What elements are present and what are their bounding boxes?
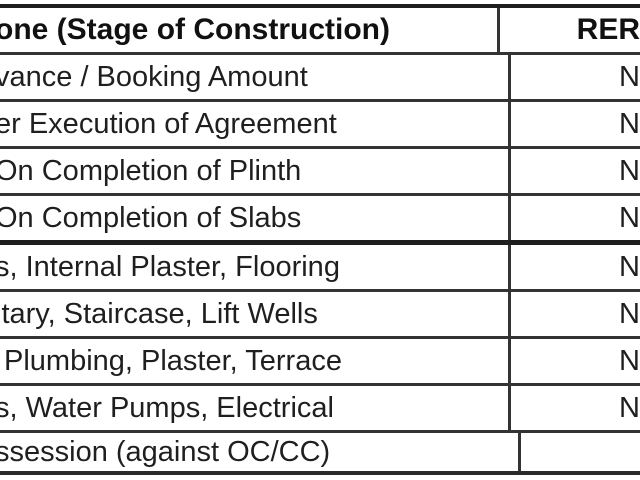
table-row: s, Internal Plaster, Flooring N bbox=[0, 245, 640, 292]
rera-cell: N bbox=[619, 250, 640, 283]
stage-cell: vance / Booking Amount bbox=[0, 55, 512, 99]
stage-cell: On Completion of Slabs bbox=[0, 196, 512, 240]
stage-column-header: one (Stage of Construction) bbox=[0, 8, 500, 52]
rera-cell: N bbox=[619, 344, 640, 377]
stage-cell: s, Water Pumps, Electrical bbox=[0, 386, 512, 430]
rera-cell: N bbox=[619, 391, 640, 424]
stage-cell: s, Internal Plaster, Flooring bbox=[0, 245, 512, 289]
rera-column-header: RER bbox=[576, 13, 640, 46]
rera-cell: N bbox=[619, 297, 640, 330]
table-row: ssession (against OC/CC) bbox=[0, 433, 640, 475]
table-row: Plumbing, Plaster, Terrace N bbox=[0, 339, 640, 386]
table-row: er Execution of Agreement N bbox=[0, 102, 640, 149]
stage-cell: er Execution of Agreement bbox=[0, 102, 512, 146]
table-row: s, Water Pumps, Electrical N bbox=[0, 386, 640, 433]
rera-cell: N bbox=[619, 201, 640, 234]
table-header-row: one (Stage of Construction) RER bbox=[0, 8, 640, 55]
stage-cell: On Completion of Plinth bbox=[0, 149, 512, 193]
table-row: itary, Staircase, Lift Wells N bbox=[0, 292, 640, 339]
table-row: On Completion of Plinth N bbox=[0, 149, 640, 196]
stage-cell: itary, Staircase, Lift Wells bbox=[0, 292, 512, 336]
table-row: vance / Booking Amount N bbox=[0, 55, 640, 102]
table-row: On Completion of Slabs N bbox=[0, 196, 640, 245]
rera-cell: N bbox=[619, 107, 640, 140]
stage-cell: ssession (against OC/CC) bbox=[0, 433, 521, 471]
payment-schedule-table: one (Stage of Construction) RER vance / … bbox=[0, 4, 640, 475]
rera-cell: N bbox=[619, 154, 640, 187]
stage-cell: Plumbing, Plaster, Terrace bbox=[0, 339, 512, 383]
rera-cell bbox=[521, 433, 640, 471]
rera-cell: N bbox=[619, 60, 640, 93]
